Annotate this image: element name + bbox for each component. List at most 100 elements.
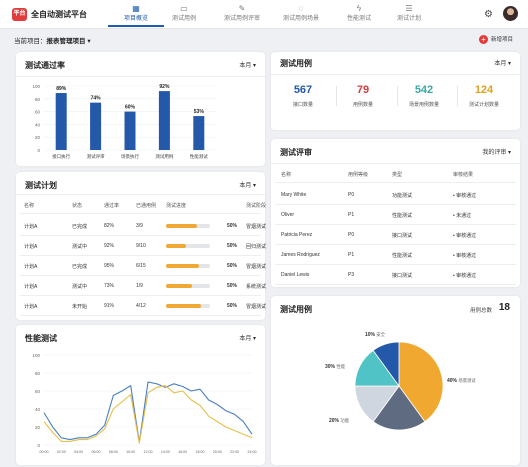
plan-rate: 95% [104,263,115,269]
plan-stage: 冒烟测试 [246,224,267,230]
data-label: 60% [125,105,136,111]
x-tick-label: 测试用例 [155,153,173,160]
x-tick-label: 14:00 [161,450,170,454]
table-row[interactable]: James Rodriguez P1 性能测试 • 审核通过 [275,245,516,265]
tab-label: 测试用例场景 [282,16,319,22]
table-row[interactable]: 计划A 未开始 91% 4/12 50% 冒烟测试 [20,296,266,316]
stat-value: 124 [474,84,494,96]
table-row[interactable]: Patricia Perez P0 接口测试 • 审核通过 [275,225,516,245]
y-tick-label: 60 [35,389,41,394]
plan-rate: 82% [104,223,115,229]
stat-item: 124 测试计划数量 [459,84,509,108]
avatar[interactable] [503,6,518,21]
tab-bolt[interactable]: ϟ 性能测试 [331,3,387,27]
x-tick-label: 接口执行 [52,153,70,160]
bar [124,111,136,150]
table-row[interactable]: Mary White P0 功能测试 • 审核通过 [275,185,516,205]
review-result: • 审核通过 [453,193,477,199]
project-selector[interactable]: 当前项目：报表管理项目 ▾ [14,35,91,45]
pie-label: 20% 功能 [329,417,350,424]
plan-stage: 回归测试 [246,244,267,250]
chevron-down-icon: ▾ [87,38,91,45]
table-row[interactable]: Daniel Lewis P3 接口测试 • 审核通过 [275,265,516,285]
x-tick-label: 16:00 [178,450,187,454]
column-header: 类型 [392,172,403,178]
stat-label: 场景用例数量 [408,102,439,108]
pie-label: 30% 性能 [325,363,346,370]
progress-bar [166,224,210,228]
plan-passed: 1/9 [136,283,143,289]
review-type: 接口测试 [392,273,413,279]
review-type: 功能测试 [392,193,413,199]
period-filter[interactable]: 本月 ▾ [239,63,256,69]
review-filter[interactable]: 我的评审 ▾ [482,150,511,156]
period-filter[interactable]: 本月 ▾ [239,183,256,189]
x-tick-label: 08:00 [109,450,118,454]
review-level: P1 [348,252,355,258]
project-bar: 当前项目：报表管理项目 ▾ + 新增项目 [0,30,528,48]
plus-icon: + [479,34,488,44]
x-tick-label: 20:00 [213,450,222,454]
review-name: Oliver [281,212,295,218]
stat-label: 测试计划数量 [468,102,499,108]
gear-icon[interactable]: ⚙ [484,9,493,20]
y-tick-label: 100 [32,84,40,89]
review-level: P0 [348,192,355,198]
review-result: • 审核通过 [453,253,477,259]
app-logo: 平台 [12,8,27,21]
tab-bulb[interactable]: ◌ 测试用例场景 [273,3,329,27]
list-icon: ☰ [405,4,413,13]
card-title: 测试计划 [25,181,57,190]
table-row[interactable]: 计划A 测试中 73% 1/9 50% 系统测试 [20,276,266,296]
x-tick-label: 测试评审 [87,153,105,160]
tab-list[interactable]: ☰ 测试计划 [381,3,437,27]
stat-item: 567 接口数量 [278,84,328,108]
period-filter[interactable]: 本月 ▾ [239,336,256,342]
test-case-stats-card: 测试用例 本月 ▾ 567 接口数量 79 用例数量 542 场景用例数量 124 测试计划数… [271,52,520,130]
plan-stage: 冒烟测试 [246,304,267,310]
tab-label: 性能测试 [346,16,371,22]
table-row[interactable]: 计划A 已完成 95% 6/15 50% 冒烟测试 [20,256,266,276]
pie-label: 40% 场景测试 [447,377,476,384]
table-row[interactable]: 计划A 已完成 82% 3/9 50% 冒烟测试 [20,216,266,236]
tab-grid[interactable]: ▦ 项目概览 [108,3,164,27]
y-tick-label: 20 [35,135,41,140]
pie-slice [372,341,400,388]
bolt-icon: ϟ [356,4,362,13]
x-tick-label: 场景执行 [121,153,139,160]
x-tick-label: 12:00 [144,450,153,454]
pie-slice [398,341,444,423]
table-row[interactable]: Oliver P1 性能测试 • 未通过 [275,205,516,225]
y-tick-label: 60 [35,110,41,115]
stat-divider [457,86,458,106]
progress-fill [166,284,193,288]
plan-stage: 系统测试 [246,284,267,290]
test-case-distribution-card: 测试用例 用例总数 18 40% 场景测试 20% 功能 30% 性能 10% 安全 [271,296,520,465]
stat-value: 542 [414,84,434,96]
tab-label: 测试计划 [396,16,421,22]
tab-edit[interactable]: ✎ 测试用例评审 [214,3,270,27]
pie-slice [372,385,426,431]
add-project-button[interactable]: + 新增项目 [479,33,513,45]
plan-name: 计划A [24,244,38,250]
table-row[interactable]: 计划A 测试中 92% 9/10 50% 回归测试 [20,236,266,256]
bar [55,93,67,150]
plan-name: 计划A [24,264,38,270]
card-title: 测试用例 [280,305,312,314]
tab-folder[interactable]: ▭ 测试用例 [156,3,212,27]
test-case-pie-chart: 40% 场景测试 20% 功能 30% 性能 10% 安全 [325,331,476,431]
plan-status: 已完成 [72,224,88,230]
column-header: 测试阶段 [246,203,267,209]
progress-bar [166,304,210,308]
column-header: 名称 [281,172,292,178]
pie-label: 10% 安全 [365,331,386,338]
progress-fill [166,224,197,228]
column-header: 已通用例 [136,203,157,209]
review-level: P0 [348,232,355,238]
period-filter[interactable]: 本月 ▾ [494,61,511,67]
data-label: 89% [56,86,67,92]
card-title: 性能测试 [25,334,57,343]
bar [90,102,102,150]
progress-bar [166,244,210,248]
pass-rate-card: 测试通过率 本月 ▾ 0 20 40 60 80 100 89% 接口执行 74% 测试评审 60%… [16,52,265,166]
